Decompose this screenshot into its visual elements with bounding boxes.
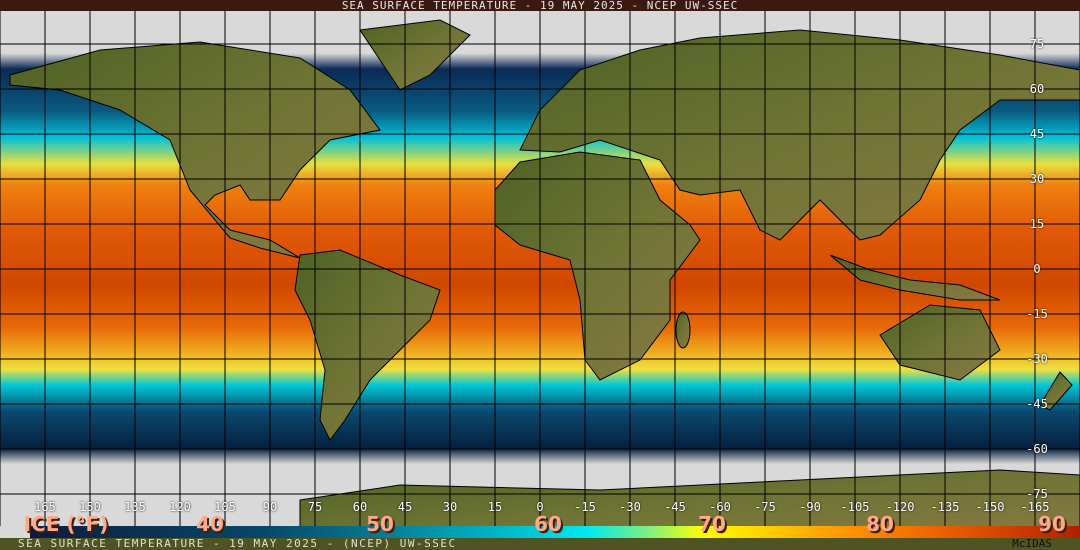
indonesia (829, 254, 1001, 301)
longitude-label: -75 (754, 500, 776, 514)
longitude-label: 150 (79, 500, 101, 514)
latitude-label: 15 (1029, 217, 1045, 231)
temperature-color-scale (30, 526, 1080, 538)
longitude-label: -45 (664, 500, 686, 514)
footer-bar: SEA SURFACE TEMPERATURE - 19 MAY 2025 - … (0, 538, 1080, 550)
longitude-label: -120 (885, 500, 915, 514)
longitude-label: 15 (487, 500, 503, 514)
scale-label-40: 40 (196, 512, 224, 536)
longitude-label: -135 (930, 500, 960, 514)
longitude-label: 105 (214, 500, 236, 514)
longitude-label: 135 (124, 500, 146, 514)
north-america (9, 41, 381, 259)
longitude-label: 90 (262, 500, 278, 514)
latitude-label: -45 (1026, 397, 1048, 411)
longitude-label: -15 (574, 500, 596, 514)
latitude-label: 30 (1029, 172, 1045, 186)
longitude-label: -150 (975, 500, 1005, 514)
latitude-label: 60 (1029, 82, 1045, 96)
mcidas-label: McIDAS (1012, 537, 1052, 550)
latitude-label: -30 (1026, 352, 1048, 366)
eurasia (519, 29, 1080, 241)
latitude-label: -15 (1026, 307, 1048, 321)
longitude-label: 75 (307, 500, 323, 514)
longitude-label: -105 (840, 500, 870, 514)
longitude-label: 165 (34, 500, 56, 514)
footer-caption: SEA SURFACE TEMPERATURE - 19 MAY 2025 - … (18, 537, 457, 550)
latitude-label: -60 (1026, 442, 1048, 456)
scale-label-90: 90 (1038, 512, 1066, 536)
latitude-label: 0 (1033, 262, 1041, 276)
lat-lon-grid (0, 11, 1080, 526)
longitude-label: -90 (799, 500, 821, 514)
longitude-label: 0 (536, 500, 544, 514)
new-zealand (1039, 371, 1073, 411)
title-bar: SEA SURFACE TEMPERATURE - 19 MAY 2025 - … (0, 0, 1080, 11)
longitude-label: 60 (352, 500, 368, 514)
longitude-label: 45 (397, 500, 413, 514)
south-america (294, 249, 441, 441)
africa (494, 151, 701, 381)
scale-label-ice: ICE (°F) (23, 512, 109, 536)
madagascar (675, 311, 691, 349)
longitude-label: -60 (709, 500, 731, 514)
scale-label-80: 80 (866, 512, 894, 536)
longitude-label: -165 (1020, 500, 1050, 514)
longitude-label: 120 (169, 500, 191, 514)
longitude-label: -30 (619, 500, 641, 514)
latitude-label: 45 (1029, 127, 1045, 141)
longitude-label: 30 (442, 500, 458, 514)
greenland (359, 19, 471, 91)
scale-label-70: 70 (698, 512, 726, 536)
scale-label-50: 50 (366, 512, 394, 536)
latitude-label: -75 (1026, 487, 1048, 501)
latitude-label: 75 (1029, 37, 1045, 51)
scale-label-60: 60 (534, 512, 562, 536)
